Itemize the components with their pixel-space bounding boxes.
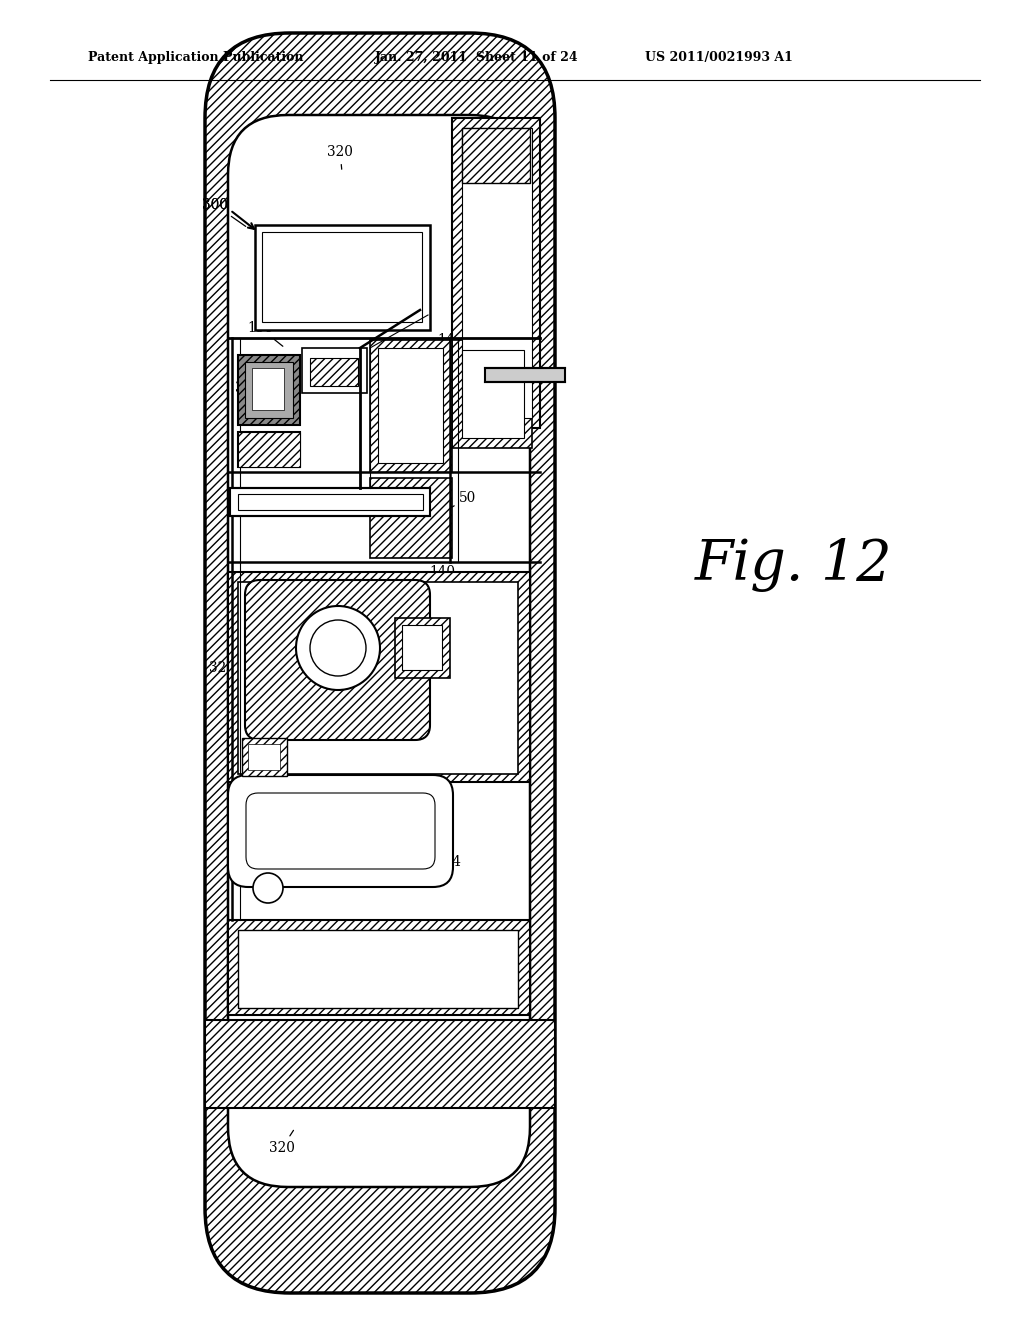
Text: Jan. 27, 2011  Sheet 11 of 24: Jan. 27, 2011 Sheet 11 of 24: [375, 51, 579, 65]
Text: 320: 320: [269, 1130, 295, 1155]
Bar: [252, 368, 284, 411]
FancyBboxPatch shape: [245, 579, 430, 741]
Bar: [255, 224, 430, 330]
FancyBboxPatch shape: [205, 33, 555, 1294]
Bar: [238, 432, 300, 467]
Text: US 2011/0021993 A1: US 2011/0021993 A1: [645, 51, 793, 65]
Text: 300: 300: [202, 198, 228, 213]
Bar: [402, 624, 442, 671]
Bar: [248, 744, 280, 770]
Text: Patent Application Publication: Patent Application Publication: [88, 51, 303, 65]
Bar: [205, 1020, 555, 1107]
Bar: [485, 368, 565, 381]
Circle shape: [253, 873, 283, 903]
Text: 300: 300: [202, 198, 246, 227]
Bar: [238, 432, 300, 467]
FancyBboxPatch shape: [228, 115, 530, 1187]
Bar: [238, 355, 300, 425]
Text: 20: 20: [390, 791, 424, 810]
Bar: [242, 738, 287, 776]
Text: 322: 322: [209, 661, 246, 688]
Bar: [462, 350, 524, 438]
Bar: [395, 618, 450, 678]
Bar: [462, 128, 530, 183]
FancyBboxPatch shape: [246, 793, 435, 869]
FancyBboxPatch shape: [228, 775, 453, 887]
Text: 140': 140': [442, 587, 483, 605]
Bar: [370, 478, 452, 558]
Text: 136: 136: [247, 321, 283, 346]
Text: 56: 56: [447, 428, 480, 450]
Bar: [462, 128, 532, 418]
Bar: [452, 341, 532, 447]
Bar: [238, 582, 518, 774]
Bar: [310, 358, 358, 385]
Bar: [302, 348, 367, 393]
Bar: [370, 341, 452, 473]
Bar: [378, 348, 443, 463]
Bar: [262, 232, 422, 322]
Text: 12: 12: [394, 665, 427, 681]
Text: 312: 312: [236, 381, 265, 400]
Text: 140': 140': [423, 333, 467, 351]
Text: Fig. 12: Fig. 12: [695, 537, 893, 593]
Circle shape: [296, 606, 380, 690]
Bar: [238, 494, 423, 510]
Bar: [228, 572, 530, 781]
Text: 324: 324: [421, 855, 461, 876]
Bar: [230, 488, 430, 516]
Text: 60: 60: [490, 360, 520, 380]
Text: 320: 320: [327, 145, 353, 169]
Bar: [452, 117, 540, 428]
Bar: [228, 920, 530, 1015]
Bar: [245, 362, 293, 418]
Text: 138: 138: [236, 441, 265, 461]
Text: 50: 50: [440, 491, 476, 513]
Text: 140: 140: [418, 565, 455, 583]
Bar: [238, 931, 518, 1008]
Circle shape: [310, 620, 366, 676]
